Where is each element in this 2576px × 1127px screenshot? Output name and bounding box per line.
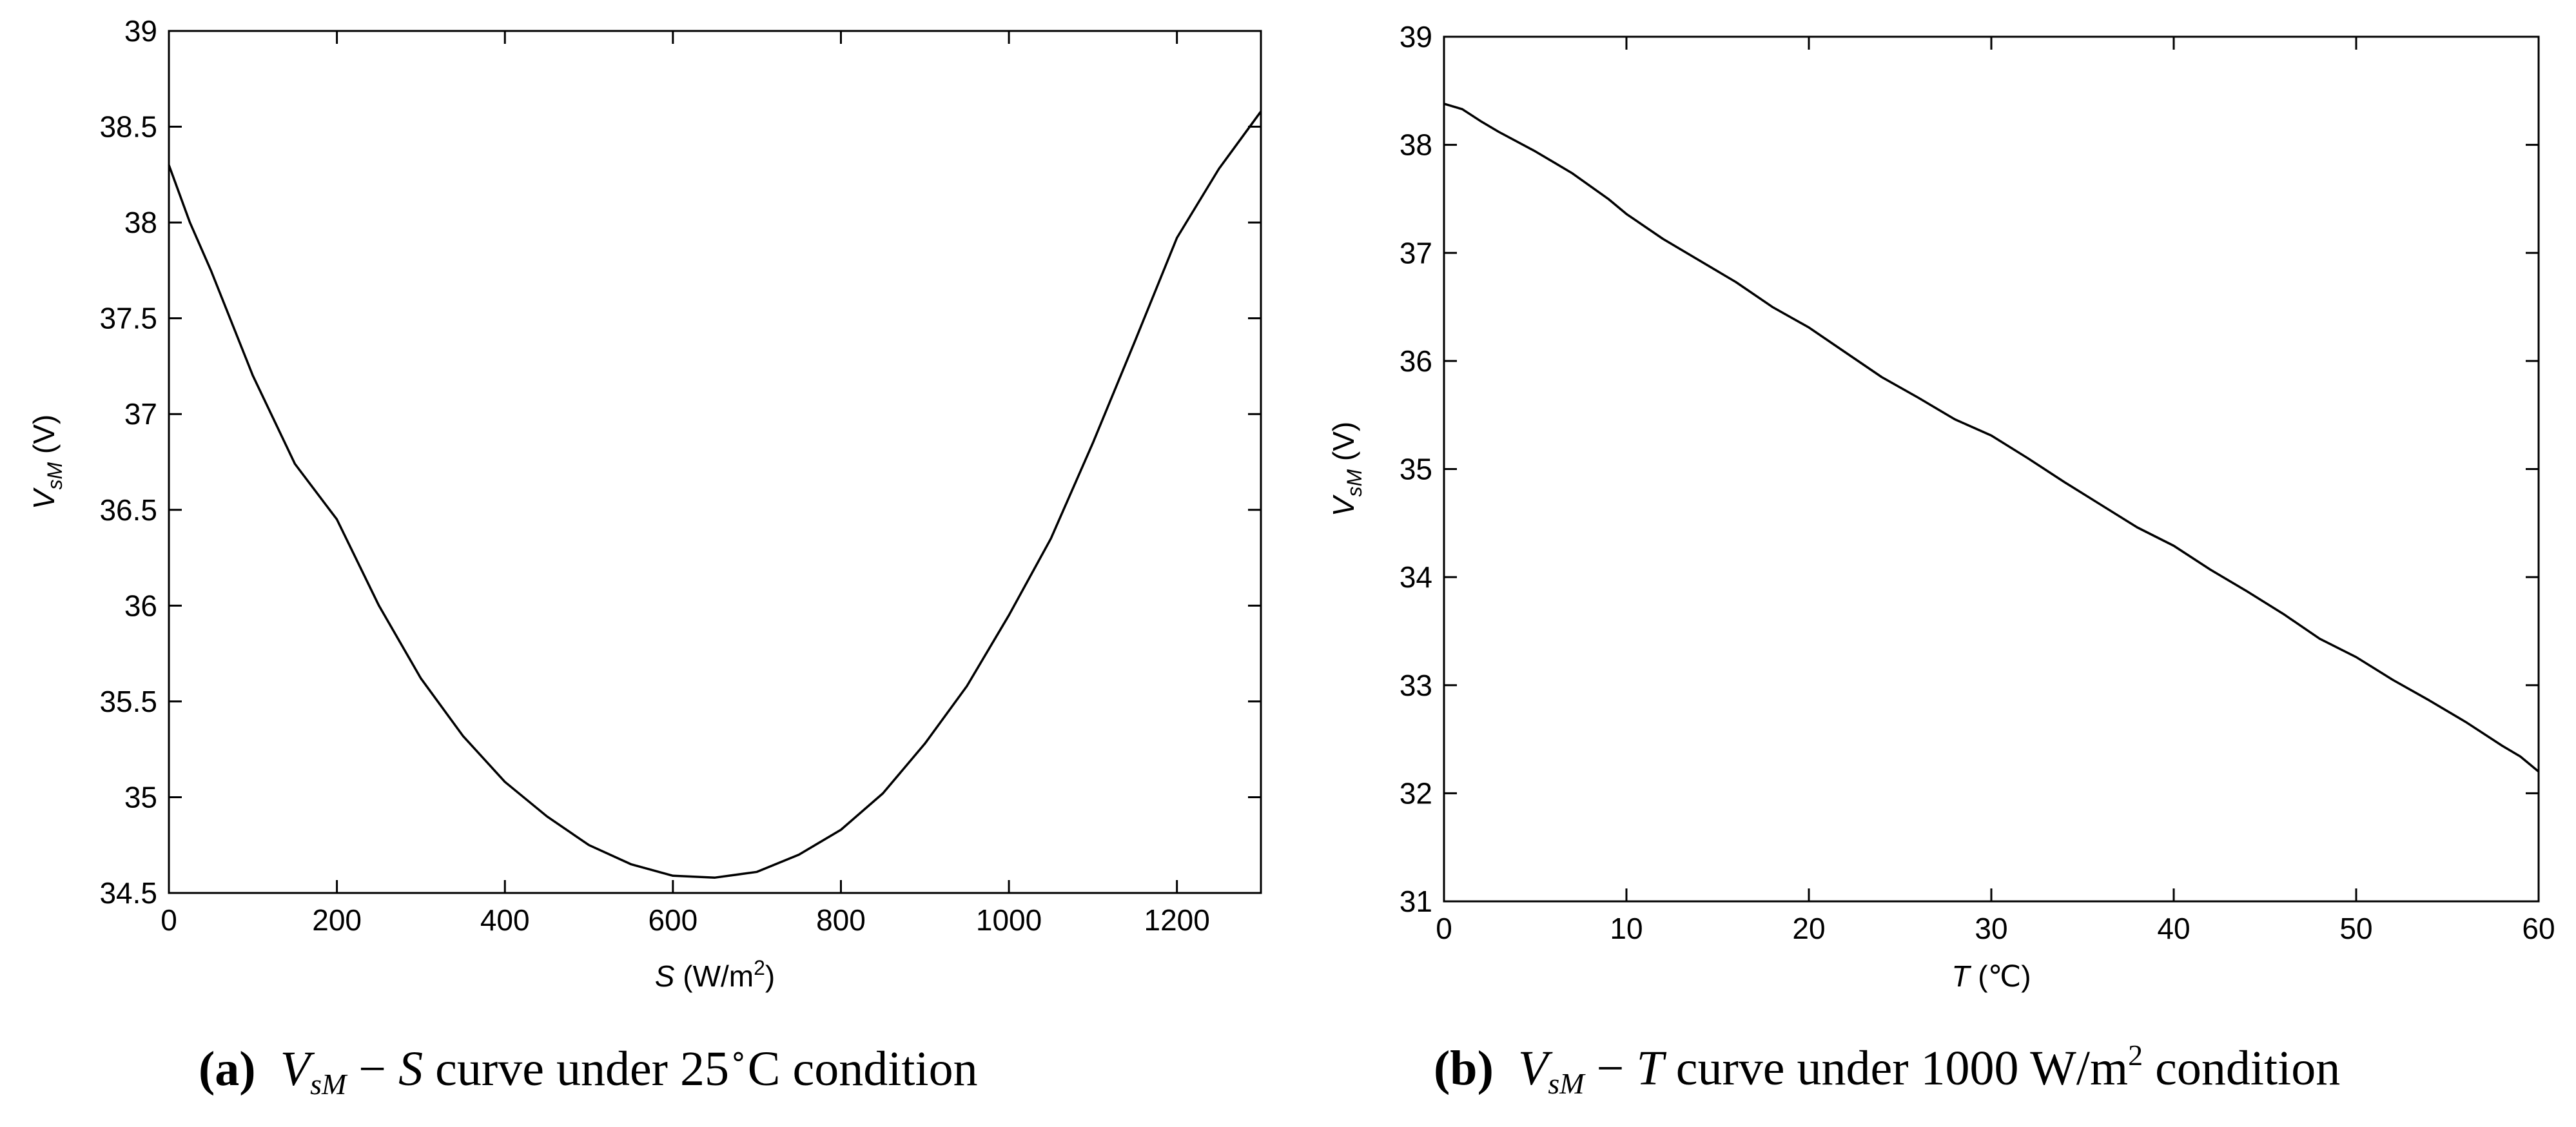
y-tick-label: 34.5 — [99, 876, 157, 910]
series-line — [168, 110, 1262, 879]
y-tick-label: 36.5 — [99, 493, 157, 527]
plot-frame — [168, 30, 1262, 894]
x-tick-label: 200 — [312, 903, 362, 937]
y-tick-label: 36 — [124, 589, 157, 622]
y-tick-label: 31 — [1400, 885, 1432, 918]
y-tick-label: 33 — [1400, 669, 1432, 702]
x-tick-label: 1200 — [1144, 903, 1210, 937]
series-line — [1443, 103, 2540, 773]
x-tick-label: 1000 — [976, 903, 1042, 937]
y-tick-label: 36 — [1400, 344, 1432, 378]
x-tick-label: 60 — [2522, 912, 2555, 945]
x-tick-label: 800 — [816, 903, 866, 937]
x-tick-label: 0 — [161, 903, 177, 937]
chart-a: 0 200 400 600 800 1000 1200 34.5 35 35.5 36 36.5 37 3… — [27, 14, 1262, 993]
plot-frame — [1443, 35, 2540, 903]
x-tick-label: 0 — [1436, 912, 1452, 945]
y-tick-label: 38 — [1400, 128, 1432, 162]
y-tick-label: 35 — [124, 780, 157, 814]
x-tick-label: 400 — [480, 903, 530, 937]
x-tick-label: 40 — [2157, 912, 2190, 945]
x-tick-label: 30 — [1975, 912, 2007, 945]
y-tick-label: 39 — [124, 14, 157, 48]
y-tick-label: 37 — [124, 397, 157, 431]
y-tick-label: 35 — [1400, 453, 1432, 486]
y-axis-label: VsM (V) — [27, 415, 66, 509]
x-tick-label: 600 — [648, 903, 698, 937]
y-tick-label: 35.5 — [99, 685, 157, 718]
x-axis-label: T (℃) — [1951, 959, 2031, 993]
y-tick-label: 37 — [1400, 236, 1432, 270]
caption-b: (b) VsM − T curve under 1000 W/m2 condit… — [1434, 1039, 2341, 1100]
y-tick-label: 37.5 — [99, 302, 157, 335]
chart-b: 0 10 20 30 40 50 60 31 32 33 34 35 36 37 38 39 T (℃) VsM … — [1327, 20, 2555, 993]
x-axis-label: S (W/m2) — [655, 956, 775, 993]
y-tick-label: 39 — [1400, 20, 1432, 54]
y-tick-label: 34 — [1400, 560, 1432, 594]
caption-a: (a) VsM − S curve under 25∘C condition — [199, 1039, 978, 1101]
x-tick-label: 10 — [1610, 912, 1643, 945]
x-tick-label: 20 — [1792, 912, 1825, 945]
y-tick-label: 38 — [124, 206, 157, 239]
y-axis-label: VsM (V) — [1327, 422, 1366, 516]
y-tick-label: 38.5 — [99, 110, 157, 144]
y-tick-label: 32 — [1400, 776, 1432, 810]
x-tick-label: 50 — [2339, 912, 2372, 945]
